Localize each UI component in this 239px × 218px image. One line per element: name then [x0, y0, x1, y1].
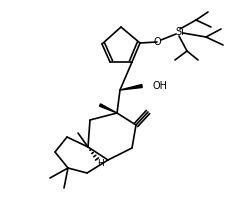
- Text: OH: OH: [153, 81, 168, 91]
- Polygon shape: [99, 104, 117, 113]
- Text: O: O: [153, 37, 161, 47]
- Text: H: H: [98, 158, 104, 167]
- Text: Si: Si: [176, 27, 185, 37]
- Polygon shape: [120, 85, 142, 90]
